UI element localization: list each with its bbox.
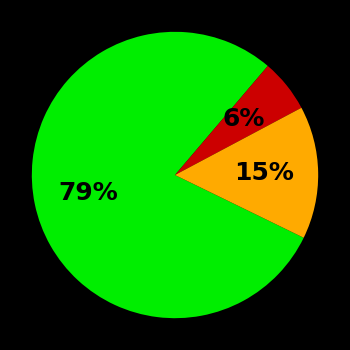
Text: 6%: 6% xyxy=(223,107,265,131)
Text: 15%: 15% xyxy=(234,161,294,186)
Wedge shape xyxy=(175,108,318,238)
Text: 79%: 79% xyxy=(58,181,118,205)
Wedge shape xyxy=(32,32,304,318)
Wedge shape xyxy=(175,66,301,175)
